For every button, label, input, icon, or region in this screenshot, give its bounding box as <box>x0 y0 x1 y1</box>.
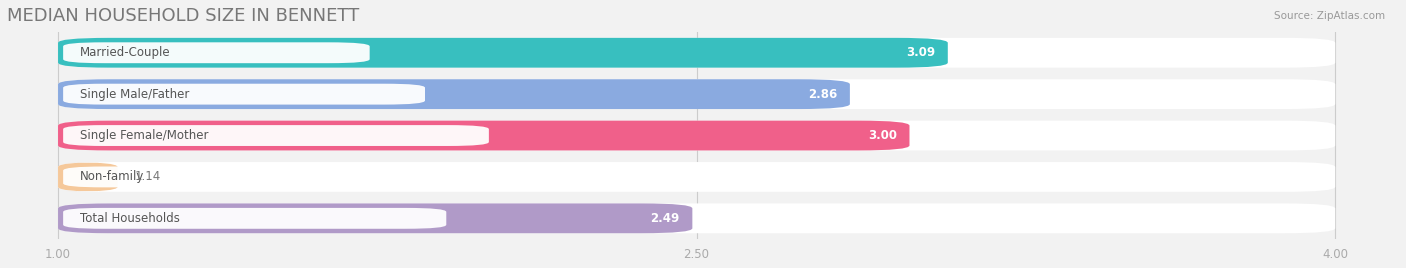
Text: 2.49: 2.49 <box>651 212 679 225</box>
Text: Married-Couple: Married-Couple <box>80 46 170 59</box>
FancyBboxPatch shape <box>63 84 425 105</box>
FancyBboxPatch shape <box>63 166 297 187</box>
FancyBboxPatch shape <box>58 79 849 109</box>
FancyBboxPatch shape <box>58 162 1336 192</box>
FancyBboxPatch shape <box>58 38 1336 68</box>
FancyBboxPatch shape <box>58 121 1336 150</box>
Text: 3.00: 3.00 <box>868 129 897 142</box>
FancyBboxPatch shape <box>63 208 446 229</box>
Text: Total Households: Total Households <box>80 212 180 225</box>
FancyBboxPatch shape <box>58 162 118 192</box>
FancyBboxPatch shape <box>58 79 1336 109</box>
FancyBboxPatch shape <box>63 42 370 63</box>
Text: MEDIAN HOUSEHOLD SIZE IN BENNETT: MEDIAN HOUSEHOLD SIZE IN BENNETT <box>7 7 359 25</box>
FancyBboxPatch shape <box>58 203 692 233</box>
Text: 2.86: 2.86 <box>808 88 837 101</box>
FancyBboxPatch shape <box>58 121 910 150</box>
Text: Single Male/Father: Single Male/Father <box>80 88 190 101</box>
Text: Single Female/Mother: Single Female/Mother <box>80 129 208 142</box>
Text: 3.09: 3.09 <box>905 46 935 59</box>
Text: 1.14: 1.14 <box>135 170 160 183</box>
FancyBboxPatch shape <box>58 203 1336 233</box>
Text: Source: ZipAtlas.com: Source: ZipAtlas.com <box>1274 11 1385 21</box>
FancyBboxPatch shape <box>63 125 489 146</box>
Text: Non-family: Non-family <box>80 170 145 183</box>
FancyBboxPatch shape <box>58 38 948 68</box>
